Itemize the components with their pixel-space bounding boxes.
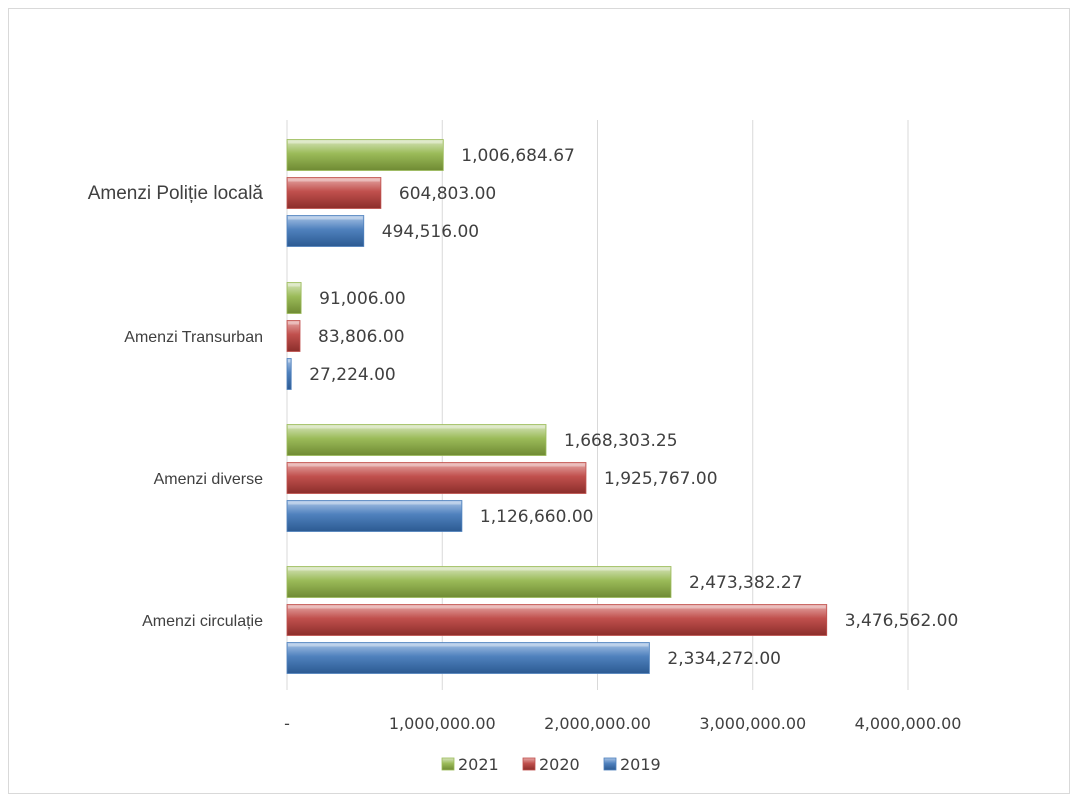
tick-label: - (284, 714, 290, 733)
bar-2020 (286, 604, 828, 636)
bar-2021 (286, 424, 547, 456)
legend-label-2020: 2020 (539, 755, 580, 774)
bar-2019 (286, 358, 292, 390)
bar-2020 (286, 177, 382, 209)
data-label: 91,006.00 (319, 289, 406, 309)
bar-2020 (286, 320, 301, 352)
legend-label-2019: 2019 (620, 755, 661, 774)
data-label: 1,006,684.67 (461, 146, 575, 166)
category-labels: Amenzi Poliție locală Amenzi Transurban Am… (88, 183, 264, 630)
data-label: 2,473,382.27 (689, 573, 803, 593)
legend-swatch-2020 (522, 757, 536, 771)
legend-swatch-2019 (603, 757, 617, 771)
data-label: 83,806.00 (318, 327, 405, 347)
bar-highlight (288, 359, 291, 363)
bar-2019 (286, 215, 365, 247)
data-label: 2,334,272.00 (667, 649, 781, 669)
bar-highlight (288, 321, 300, 325)
bar-highlight (288, 463, 585, 467)
data-label: 494,516.00 (382, 222, 479, 242)
data-label: 27,224.00 (309, 365, 396, 385)
data-label: 3,476,562.00 (845, 611, 959, 631)
bar-highlight (288, 140, 443, 144)
legend-label-2021: 2021 (458, 755, 499, 774)
data-label: 1,668,303.25 (564, 431, 678, 451)
bar-highlight (288, 643, 649, 647)
data-label: 604,803.00 (399, 184, 496, 204)
category-label: Amenzi circulație (142, 613, 263, 630)
tick-label: 1,000,000.00 (389, 714, 496, 733)
category-label: Amenzi Transurban (124, 329, 263, 346)
bar-2021 (286, 566, 672, 598)
bar-highlight (288, 178, 380, 182)
category-label: Amenzi Poliție locală (88, 183, 264, 204)
bar-2019 (286, 500, 463, 532)
data-label: 1,126,660.00 (480, 507, 594, 527)
tick-label: 2,000,000.00 (544, 714, 651, 733)
bar-highlight (288, 567, 670, 571)
bar-highlight (288, 501, 461, 505)
category-label: Amenzi diverse (154, 471, 263, 488)
bar-2020 (286, 462, 587, 494)
tick-label: 3,000,000.00 (699, 714, 806, 733)
x-axis-tick-labels: - 1,000,000.00 2,000,000.00 3,000,000.00 4,0… (284, 714, 961, 733)
bar-2021 (286, 139, 444, 171)
bar-2021 (286, 282, 302, 314)
bars (286, 139, 828, 674)
bar-highlight (288, 425, 546, 429)
bar-highlight (288, 605, 826, 609)
bar-highlight (288, 216, 363, 220)
legend-swatch-2021 (441, 757, 455, 771)
data-label: 1,925,767.00 (604, 469, 718, 489)
tick-label: 4,000,000.00 (855, 714, 962, 733)
bar-2019 (286, 642, 650, 674)
data-labels: 1,006,684.67 604,803.00 494,516.00 91,006.0… (309, 146, 958, 669)
legend: 2021 2020 2019 (441, 755, 661, 774)
bar-highlight (288, 283, 301, 287)
